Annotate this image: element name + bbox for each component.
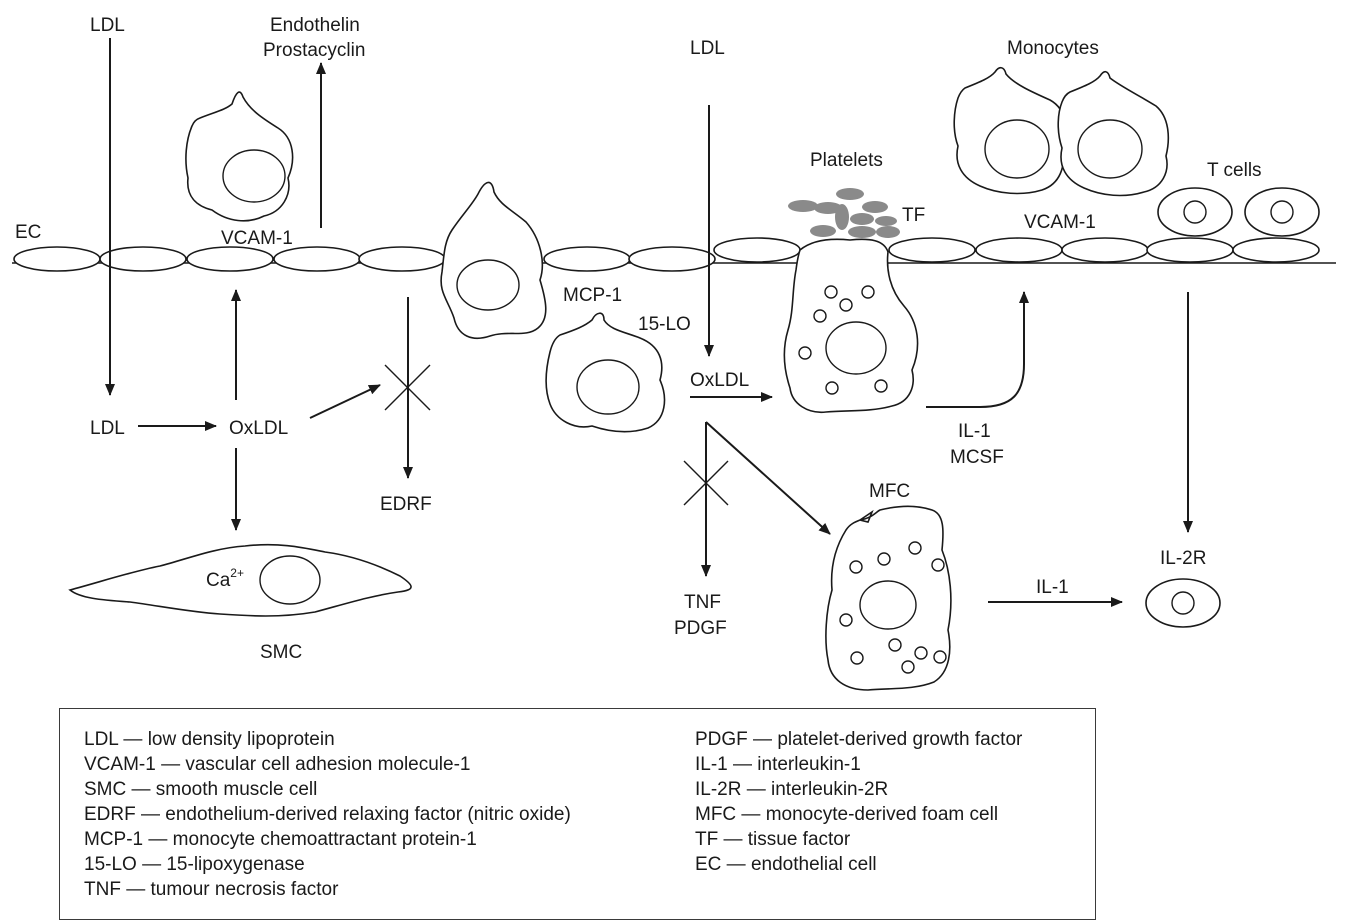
- label-15lo: 15-LO: [638, 314, 691, 335]
- label-prostacyclin: Prostacyclin: [263, 40, 365, 61]
- legend-item: MCP-1 — monocyte chemoattractant protein…: [84, 829, 477, 850]
- label-il1-upper: IL-1: [958, 421, 991, 442]
- abbreviation-legend: LDL — low density lipoprotein VCAM-1 — v…: [59, 708, 1096, 920]
- migrating-monocyte-cell: [440, 181, 547, 340]
- legend-item: EC — endothelial cell: [695, 854, 877, 875]
- legend-item: EDRF — endothelium-derived relaxing fact…: [84, 804, 571, 825]
- legend-item: IL-1 — interleukin-1: [695, 754, 861, 775]
- label-platelets: Platelets: [810, 150, 883, 171]
- label-ldl-mid: LDL: [90, 418, 125, 439]
- label-smc: SMC: [260, 642, 302, 663]
- label-oxldl-left: OxLDL: [229, 418, 288, 439]
- activated-foam-cell-upper: [783, 238, 919, 413]
- label-tnf: TNF: [684, 592, 721, 613]
- label-ldl-top-left: LDL: [90, 15, 125, 36]
- label-monocytes: Monocytes: [1007, 38, 1099, 59]
- legend-item: TNF — tumour necrosis factor: [84, 879, 339, 900]
- legend-item: LDL — low density lipoprotein: [84, 729, 335, 750]
- label-edrf: EDRF: [380, 494, 432, 515]
- legend-item: IL-2R — interleukin-2R: [695, 779, 889, 800]
- label-tf: TF: [902, 205, 925, 226]
- label-oxldl-center: OxLDL: [690, 370, 749, 391]
- endothelial-cell-row: [13, 237, 1320, 272]
- legend-item: SMC — smooth muscle cell: [84, 779, 318, 800]
- t-cell-a: [1157, 187, 1233, 237]
- legend-item: MFC — monocyte-derived foam cell: [695, 804, 999, 825]
- label-vcam1-right: VCAM-1: [1024, 212, 1096, 233]
- monocyte-cell-mcp1: [545, 312, 666, 433]
- monocyte-cell-right-a: [953, 66, 1067, 195]
- smooth-muscle-cell: [68, 543, 412, 617]
- label-ec: EC: [15, 222, 41, 243]
- legend-item: 15-LO — 15-lipoxygenase: [84, 854, 305, 875]
- legend-column-left: LDL — low density lipoprotein VCAM-1 — v…: [84, 727, 571, 902]
- label-vcam1-left: VCAM-1: [221, 228, 293, 249]
- legend-item: TF — tissue factor: [695, 829, 851, 850]
- label-mcsf: MCSF: [950, 447, 1004, 468]
- label-mcp1: MCP-1: [563, 285, 622, 306]
- legend-item: VCAM-1 — vascular cell adhesion molecule…: [84, 754, 471, 775]
- label-il1-lower: IL-1: [1036, 577, 1069, 598]
- il2r-t-cell: [1145, 578, 1221, 628]
- label-calcium: Ca2+: [206, 566, 244, 591]
- label-pdgf: PDGF: [674, 618, 727, 639]
- label-ldl-top-center: LDL: [690, 38, 725, 59]
- platelet-cluster: [788, 188, 900, 238]
- label-il2r: IL-2R: [1160, 548, 1206, 569]
- label-t-cells: T cells: [1207, 160, 1262, 181]
- label-mfc: MFC: [869, 481, 910, 502]
- legend-item: PDGF — platelet-derived growth factor: [695, 729, 1023, 750]
- t-cell-b: [1244, 187, 1320, 237]
- monocyte-foam-cell: [825, 505, 952, 691]
- legend-column-right: PDGF — platelet-derived growth factor IL…: [695, 727, 1022, 877]
- label-endothelin: Endothelin: [270, 15, 360, 36]
- monocyte-cell-right-b: [1057, 70, 1170, 197]
- pathway-arrows: [105, 38, 1193, 607]
- monocyte-cell-left: [185, 91, 294, 222]
